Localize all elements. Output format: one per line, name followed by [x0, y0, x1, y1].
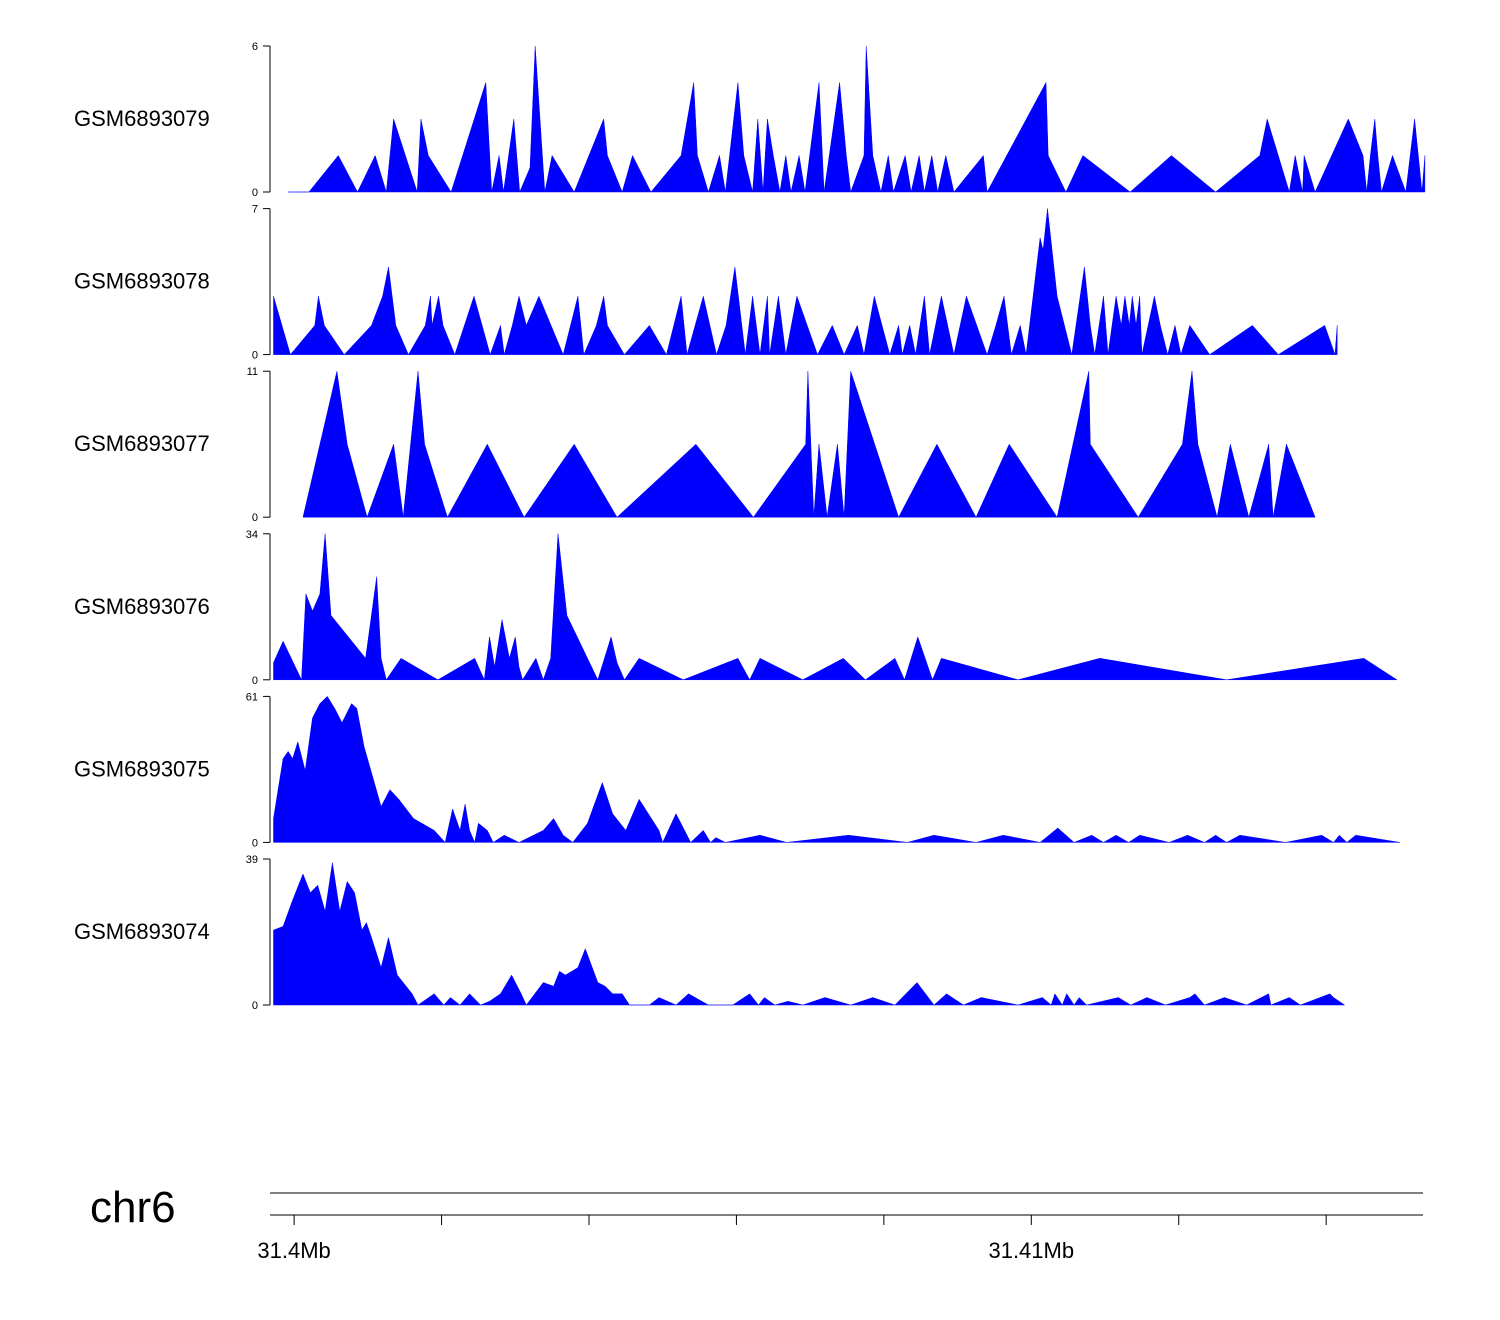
coverage-area — [273, 533, 1398, 681]
track-GSM6893074: GSM6893074 39 0 — [74, 854, 1346, 1012]
y-axis-zero-label: 0 — [252, 512, 258, 524]
track-GSM6893076: GSM6893076 34 0 — [74, 529, 1398, 687]
track-label: GSM6893077 — [74, 431, 210, 456]
x-axis-tick-label: 31.4Mb — [257, 1238, 330, 1263]
y-axis-zero-label: 0 — [252, 187, 258, 199]
y-axis-max-label: 39 — [246, 854, 258, 866]
y-axis-zero-label: 0 — [252, 675, 258, 687]
tracks-layer: GSM689307960GSM689307870GSM6893077110GSM… — [74, 41, 1426, 1012]
y-axis-max-label: 7 — [252, 204, 258, 216]
track-GSM6893075: GSM6893075 61 0 — [74, 691, 1400, 849]
track-GSM6893079: GSM6893079 6 0 — [74, 41, 1426, 199]
track-label: GSM6893074 — [74, 919, 210, 944]
x-axis-tick-label: 31.41Mb — [988, 1238, 1074, 1263]
y-axis-max-label: 6 — [252, 41, 258, 53]
y-axis-zero-label: 0 — [252, 837, 258, 849]
coverage-area — [273, 862, 1346, 1006]
track-label: GSM6893078 — [74, 269, 210, 294]
coverage-area — [288, 45, 1426, 193]
track-label: GSM6893075 — [74, 756, 210, 781]
genome-axis: chr6 31.4Mb 31.41Mb — [90, 1183, 1423, 1263]
y-axis-max-label: 11 — [247, 366, 258, 378]
coverage-area — [273, 208, 1338, 356]
track-GSM6893078: GSM6893078 7 0 — [74, 204, 1338, 362]
y-axis-zero-label: 0 — [252, 1000, 258, 1012]
track-label: GSM6893076 — [74, 594, 210, 619]
coverage-area — [302, 371, 1316, 519]
y-axis-zero-label: 0 — [252, 350, 258, 362]
chromosome-label: chr6 — [90, 1183, 176, 1232]
coverage-area — [273, 696, 1400, 844]
y-axis-max-label: 61 — [246, 691, 258, 703]
track-GSM6893077: GSM6893077 11 0 — [74, 366, 1316, 524]
y-axis-max-label: 34 — [246, 529, 258, 541]
track-label: GSM6893079 — [74, 106, 210, 131]
